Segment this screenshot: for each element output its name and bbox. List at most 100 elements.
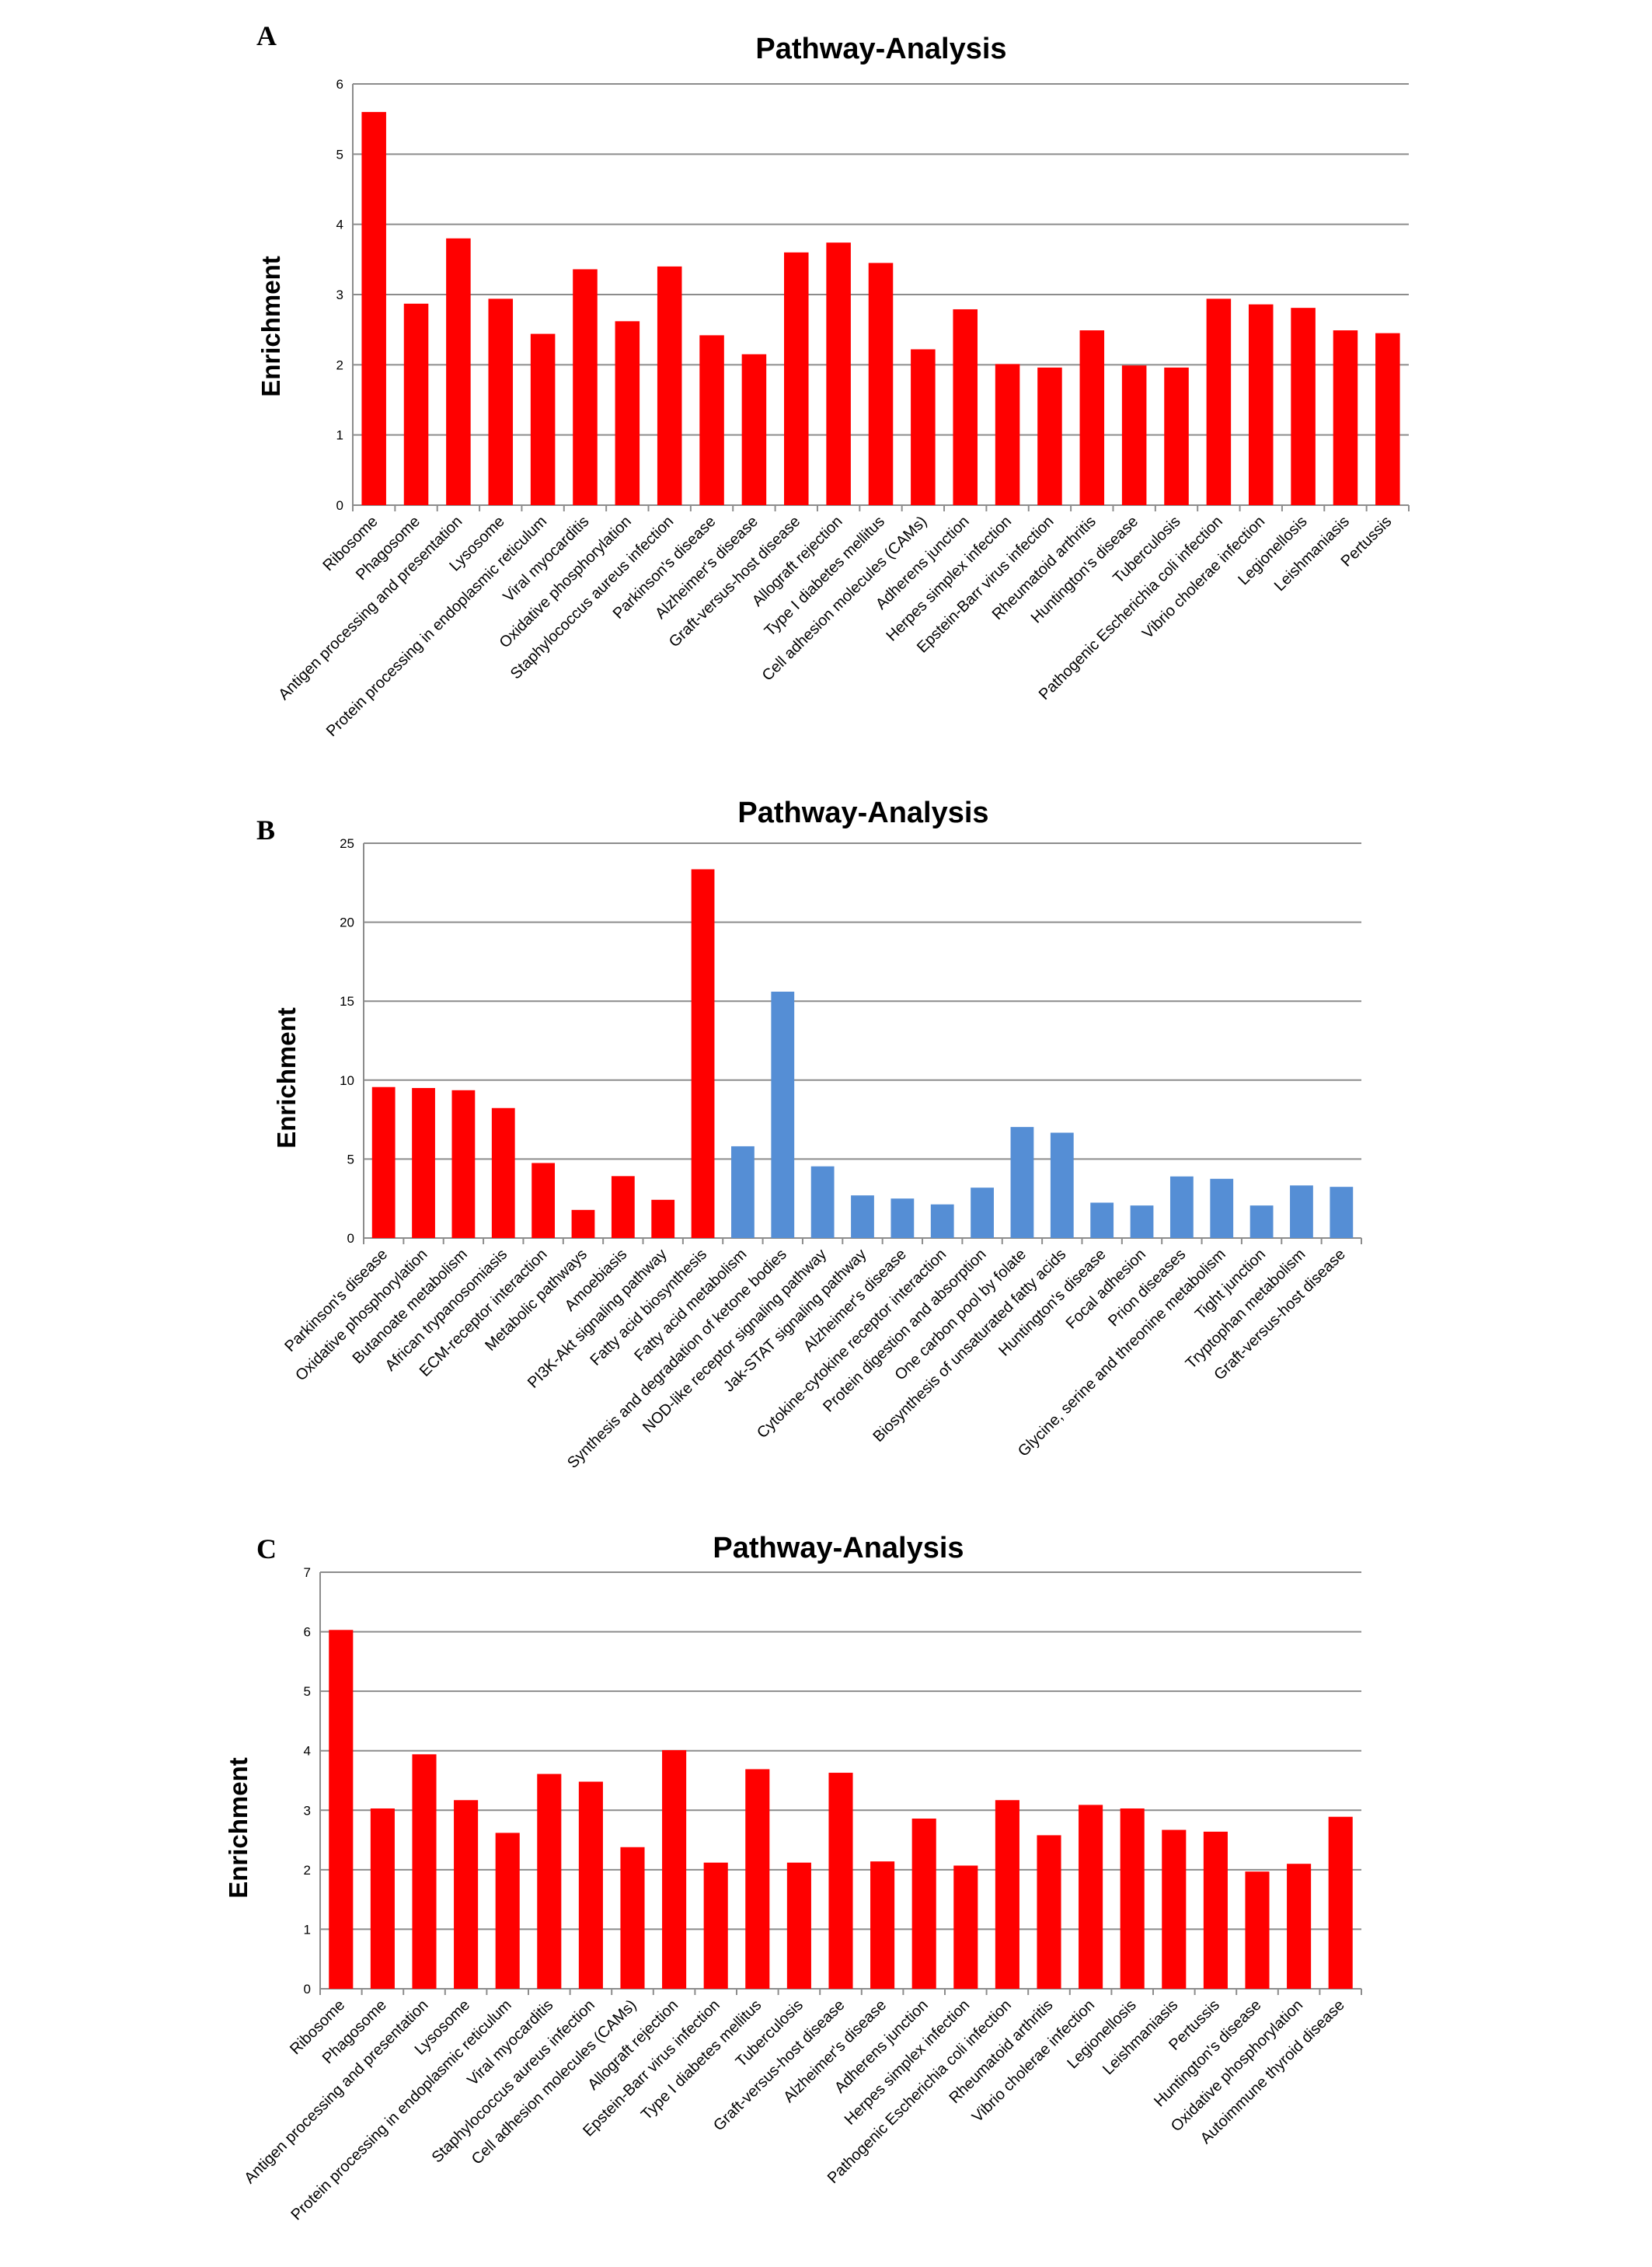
y-axis-label: Enrichment <box>272 1007 301 1149</box>
bar <box>495 1833 520 1989</box>
bar <box>488 298 514 505</box>
y-tick-label: 3 <box>304 1803 311 1818</box>
bar <box>620 1847 645 1989</box>
bar <box>826 242 851 505</box>
bar <box>851 1195 874 1238</box>
bar <box>1037 1835 1061 1989</box>
bar <box>451 1090 476 1238</box>
chart-title: Pathway-Analysis <box>755 33 1006 65</box>
bar <box>1328 1816 1353 1989</box>
bar <box>531 1163 556 1238</box>
bar <box>1249 1205 1274 1238</box>
bar <box>611 1176 635 1238</box>
y-tick-label: 3 <box>336 288 343 302</box>
y-axis-label: Enrichment <box>256 256 285 397</box>
y-tick-label: 0 <box>336 498 343 513</box>
bar <box>1130 1205 1154 1238</box>
y-tick-label: 7 <box>304 1565 311 1580</box>
bar <box>651 1199 675 1238</box>
y-tick-label: 10 <box>340 1073 354 1088</box>
y-tick-label: 6 <box>336 77 343 92</box>
bar <box>1291 308 1316 505</box>
x-category-label: Leishmaniasis <box>1271 513 1353 595</box>
bar <box>412 1754 437 1989</box>
bar <box>784 252 809 505</box>
y-tick-label: 0 <box>304 1982 311 1997</box>
bar <box>995 1800 1019 1989</box>
bar <box>1162 1829 1187 1989</box>
bar <box>868 263 894 505</box>
chart-title: Pathway-Analysis <box>713 1532 964 1564</box>
bar <box>745 1769 770 1989</box>
x-category-label: Antigen processing and presentation <box>275 513 465 703</box>
bar <box>1245 1871 1270 1989</box>
bar <box>1287 1864 1312 1989</box>
chart-title: Pathway-Analysis <box>737 797 988 829</box>
y-tick-label: 20 <box>340 916 354 930</box>
bar <box>371 1086 396 1238</box>
bar <box>995 364 1020 505</box>
bar <box>1037 367 1062 505</box>
panel-letter: B <box>256 814 275 846</box>
panel-c: C Pathway-Analysis Enrichment 01234567Ri… <box>224 1532 1362 2223</box>
bar <box>731 1146 755 1238</box>
y-tick-label: 2 <box>304 1863 311 1878</box>
bar <box>491 1107 515 1238</box>
y-tick-label: 4 <box>304 1744 311 1759</box>
bar <box>1375 333 1400 505</box>
bar <box>828 1773 853 1989</box>
bar <box>691 869 715 1238</box>
y-tick-label: 6 <box>304 1625 311 1640</box>
bar <box>412 1087 435 1238</box>
bar <box>1333 330 1358 505</box>
bar <box>1079 1805 1103 1989</box>
bar <box>1290 1185 1313 1238</box>
bar <box>370 1808 395 1989</box>
panel-b: B Pathway-Analysis Enrichment 0 5 10 15 20 25… <box>256 797 1362 1472</box>
y-axis-label: Enrichment <box>224 1757 253 1899</box>
y-tick-label: 15 <box>340 994 354 1009</box>
bar <box>930 1204 954 1238</box>
bar <box>1330 1187 1354 1238</box>
bar <box>1210 1178 1234 1238</box>
bar <box>615 321 640 505</box>
bar <box>537 1773 562 1989</box>
y-tick-label: 4 <box>336 218 343 232</box>
bar <box>1121 365 1147 505</box>
bar <box>1206 298 1232 505</box>
bar <box>530 333 556 505</box>
bar <box>703 1862 728 1989</box>
panel-letter: A <box>256 20 277 51</box>
bar <box>810 1166 835 1238</box>
bar <box>657 266 682 505</box>
bar <box>1169 1176 1194 1238</box>
x-category-label: Antigen processing and presentation <box>241 1997 431 2187</box>
bar <box>786 1862 811 1989</box>
bar <box>911 349 936 505</box>
bar <box>1079 330 1105 505</box>
bar <box>1010 1127 1034 1238</box>
y-tick-label: 5 <box>336 147 343 162</box>
bar <box>361 112 386 505</box>
y-tick-label: 1 <box>336 428 343 443</box>
bar <box>446 238 471 505</box>
y-tick-label: 0 <box>347 1231 354 1246</box>
bar <box>1203 1831 1228 1989</box>
bar <box>953 1865 978 1989</box>
y-tick-label: 5 <box>304 1684 311 1699</box>
bar <box>573 269 598 505</box>
bar <box>1248 304 1274 505</box>
bar <box>1050 1132 1074 1238</box>
y-tick-label: 1 <box>304 1922 311 1937</box>
bar <box>1164 367 1189 505</box>
panel-a: A Pathway-Analysis Enrichment 0123456Rib… <box>256 20 1410 740</box>
bar <box>911 1819 936 1989</box>
bar <box>771 992 795 1238</box>
bar <box>890 1198 915 1238</box>
bar <box>1120 1808 1145 1989</box>
bar <box>454 1800 479 1989</box>
bar <box>403 303 429 505</box>
bar <box>329 1630 354 1989</box>
y-tick-label: 5 <box>347 1152 354 1167</box>
